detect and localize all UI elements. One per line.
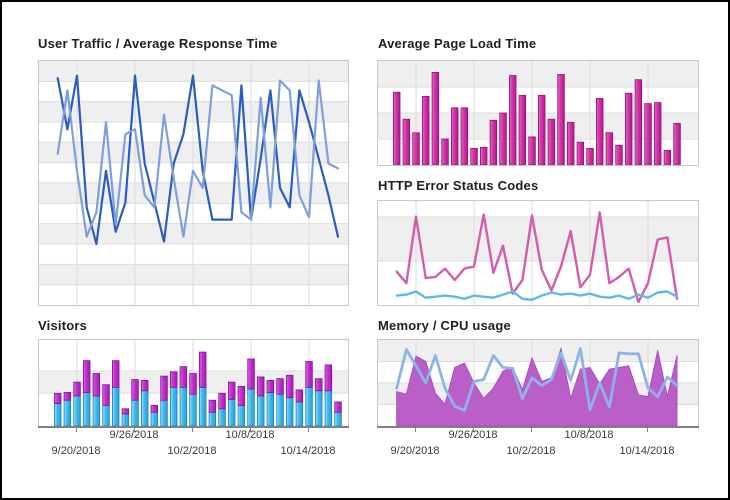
x-tick-label: 10/14/2018 [280, 445, 336, 457]
axis-tick [307, 428, 309, 432]
chart-title-memory-cpu: Memory / CPU usage [378, 318, 511, 333]
axis-tick [588, 428, 590, 432]
memory-x-axis [377, 426, 699, 432]
axis-tick [646, 428, 648, 432]
memory-cpu-canvas [378, 340, 698, 426]
axis-tick [249, 428, 251, 432]
x-tick-label: 9/26/2018 [109, 429, 159, 441]
chart-title-visitors: Visitors [38, 318, 88, 333]
chart-title-user-traffic: User Traffic / Average Response Time [38, 36, 278, 51]
axis-tick [472, 428, 474, 432]
x-tick-label: 10/14/2018 [619, 445, 675, 457]
chart-title-page-load-time: Average Page Load Time [378, 36, 537, 51]
visitors-canvas [39, 340, 348, 426]
axis-tick [414, 428, 416, 432]
visitors-plot [38, 339, 349, 427]
axis-tick [530, 428, 532, 432]
x-tick-label: 9/20/2018 [51, 445, 101, 457]
http-errors-plot [377, 200, 699, 306]
axis-tick [191, 428, 193, 432]
page-load-time-plot [377, 60, 699, 166]
x-tick-label: 10/8/2018 [564, 429, 614, 441]
http-errors-canvas [378, 201, 698, 305]
page-load-time-canvas [378, 61, 698, 165]
x-tick-label: 9/20/2018 [390, 445, 440, 457]
x-tick-label: 10/2/2018 [167, 445, 217, 457]
memory-cpu-plot [377, 339, 699, 427]
visitors-x-axis [38, 426, 349, 432]
chart-title-http-errors: HTTP Error Status Codes [378, 178, 539, 193]
user-traffic-canvas [39, 61, 348, 305]
x-tick-label: 9/26/2018 [448, 429, 498, 441]
axis-tick [75, 428, 77, 432]
axis-tick [133, 428, 135, 432]
user-traffic-plot [38, 60, 349, 306]
x-tick-label: 10/2/2018 [506, 445, 556, 457]
x-tick-label: 10/8/2018 [225, 429, 275, 441]
